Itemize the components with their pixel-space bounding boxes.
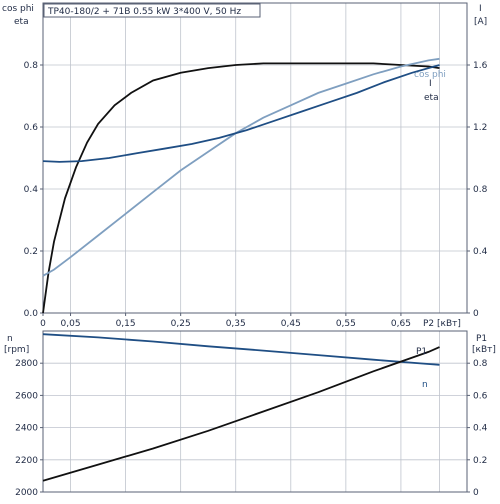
bottom-left-tick-label: 2800 [15,359,38,369]
top-right-axis-label-2: [A] [474,17,487,27]
p1-curve [42,346,440,482]
chart-title-box [43,3,261,18]
x-axis-ticks: 0 0,05 0,15 0,25 0,35 0,45 0,55 0,65 [40,313,411,329]
bottom-left-tick-label: 2400 [15,424,38,434]
chart-title: TP40-180/2 + 71B 0.55 kW 3*400 V, 50 Hz [47,7,241,17]
x-tick-label: 0,15 [116,319,136,329]
bottom-curves [42,333,440,482]
cos-phi-curve [42,57,440,277]
top-left-axis-label-1: cos phi [2,4,34,14]
x-tick-label: 0,65 [391,319,411,329]
x-tick-label: 0,05 [61,319,81,329]
x-tick-label: 0,55 [336,319,356,329]
left-tick-label: 0.4 [24,185,39,195]
left-tick-label: 0.6 [24,123,39,133]
top-plot-frame [42,2,468,314]
bottom-left-tick-label: 2000 [15,488,38,498]
bottom-left-axis-label-1: n [7,334,13,344]
top-right-axis-label-1: I [479,4,482,14]
bottom-left-ticks: 2000 2200 2400 2600 2800 [15,359,43,498]
bottom-right-tick-label: 0 [473,488,479,498]
p1-curve-label: P1 [416,347,427,357]
x-axis-unit-label: P2 [кВт] [423,319,461,329]
x-tick-label: 0,45 [281,319,301,329]
top-left-ticks: 0.0 0.2 0.4 0.6 0.8 [24,61,43,319]
x-tick-label: 0,25 [171,319,191,329]
bottom-right-axis-label-1: P1 [476,334,487,344]
right-tick-label: 1.2 [473,123,487,133]
left-tick-label: 0.2 [24,247,38,257]
bottom-right-tick-label: 0.2 [473,456,487,466]
top-curves [42,57,440,314]
bottom-left-tick-label: 2200 [15,456,38,466]
bottom-right-tick-label: 0.6 [473,391,488,401]
top-left-axis-label-2: eta [14,17,29,27]
cos-phi-curve-label: cos phi [414,70,446,80]
speed-curve [42,333,440,366]
left-tick-label: 0.8 [24,61,39,71]
x-tick-label: 0 [40,319,46,329]
top-grid [43,3,467,313]
top-panel: TP40-180/2 + 71B 0.55 kW 3*400 V, 50 Hz … [2,2,488,329]
right-tick-label: 0.8 [473,185,488,195]
bottom-right-axis-label-2: [кВт] [472,345,496,355]
bottom-grid [43,331,467,492]
top-right-ticks: 0 0.4 0.8 1.2 1.6 [467,61,488,319]
current-curve [42,64,440,163]
bottom-plot-frame [42,330,468,493]
bottom-left-axis-label-2: [rpm] [4,345,29,355]
eta-curve-label: eta [424,93,439,103]
right-tick-label: 0 [473,309,479,319]
bottom-left-tick-label: 2600 [15,391,38,401]
left-tick-label: 0.0 [24,309,39,319]
current-curve-label: I [429,79,432,89]
eta-curve [42,62,440,314]
n-curve-label: n [422,380,428,390]
x-tick-label: 0,35 [226,319,246,329]
right-tick-label: 1.6 [473,61,488,71]
bottom-right-tick-label: 0.8 [473,359,488,369]
right-tick-label: 0.4 [473,247,488,257]
bottom-right-tick-label: 0.4 [473,424,488,434]
bottom-right-ticks: 0 0.2 0.4 0.6 0.8 [467,359,488,498]
